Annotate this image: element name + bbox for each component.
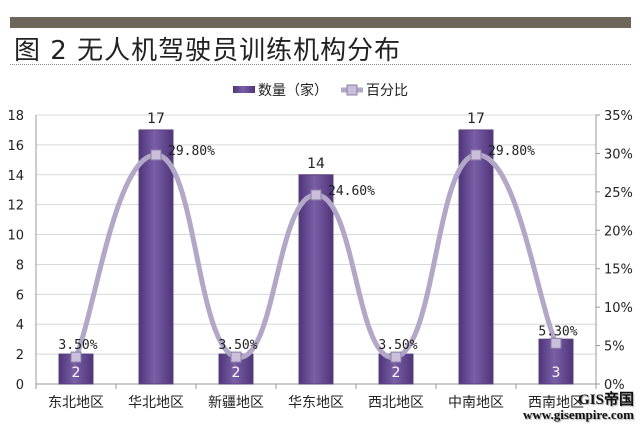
bar-data-label: 3 [552, 365, 561, 381]
legend-bar-swatch [233, 86, 255, 93]
bar-data-label: 2 [232, 365, 241, 381]
y-right-tick-label: 30% [604, 147, 633, 162]
y-right-tick-label: 5% [604, 340, 625, 355]
watermark-line2: www.gisempire.com [523, 407, 634, 422]
bar-data-label: 17 [147, 111, 165, 127]
y-left-tick-label: 18 [7, 109, 24, 124]
bar [458, 129, 494, 385]
legend-line-label: 百分比 [366, 83, 408, 99]
line-data-label: 29.80% [488, 144, 535, 159]
y-left-tick-label: 10 [7, 229, 24, 244]
line-data-label: 3.50% [378, 338, 417, 353]
line-data-label: 5.30% [538, 324, 577, 339]
line-marker [150, 149, 162, 161]
bar [298, 174, 334, 385]
y-right-tick-label: 0% [604, 378, 625, 393]
y-left-tick-label: 16 [7, 139, 24, 154]
x-tick-label: 新疆地区 [208, 395, 264, 411]
bar [138, 129, 174, 385]
y-left-tick-label: 4 [16, 318, 24, 333]
x-tick-label: 东北地区 [48, 395, 104, 411]
x-tick-label: 中南地区 [448, 395, 504, 411]
y-left-tick-label: 8 [16, 258, 24, 273]
title-divider [10, 64, 631, 65]
line-data-label: 24.60% [328, 184, 375, 199]
x-tick-label: 华北地区 [128, 395, 184, 411]
y-right-tick-label: 20% [604, 224, 633, 239]
top-bar [10, 17, 631, 28]
line-marker [550, 337, 562, 349]
y-left-tick-label: 6 [16, 288, 24, 303]
y-right-tick-label: 10% [604, 301, 633, 316]
bar-data-label: 2 [392, 365, 401, 381]
watermark-line1: GIS帝国 [578, 392, 634, 408]
bar-data-label: 17 [467, 111, 485, 127]
line-marker [230, 351, 242, 363]
line-marker [390, 351, 402, 363]
y-right-tick-label: 35% [604, 109, 633, 124]
figure-title: 图 2 无人机驾驶员训练机构分布 [14, 36, 402, 66]
x-tick-label: 西南地区 [528, 395, 584, 411]
legend-bar-label: 数量（家） [258, 82, 328, 99]
y-right-tick-label: 15% [604, 263, 633, 278]
x-tick-label: 西北地区 [368, 395, 424, 411]
y-left-tick-label: 12 [7, 199, 24, 214]
bar-data-label: 2 [72, 365, 81, 381]
line-marker [70, 351, 82, 363]
bar-data-label: 14 [307, 156, 325, 172]
y-left-tick-label: 14 [7, 169, 24, 184]
legend-line-marker [346, 84, 358, 96]
y-left-tick-label: 0 [16, 378, 24, 393]
line-data-label: 29.80% [168, 144, 215, 159]
line-data-label: 3.50% [58, 338, 97, 353]
y-left-tick-label: 2 [16, 348, 24, 363]
line-data-label: 3.50% [218, 338, 257, 353]
y-right-tick-label: 25% [604, 186, 633, 201]
line-marker [310, 189, 322, 201]
watermark: GIS帝国 www.gisempire.com [523, 393, 634, 422]
x-tick-label: 华东地区 [288, 395, 344, 411]
line-marker [470, 149, 482, 161]
